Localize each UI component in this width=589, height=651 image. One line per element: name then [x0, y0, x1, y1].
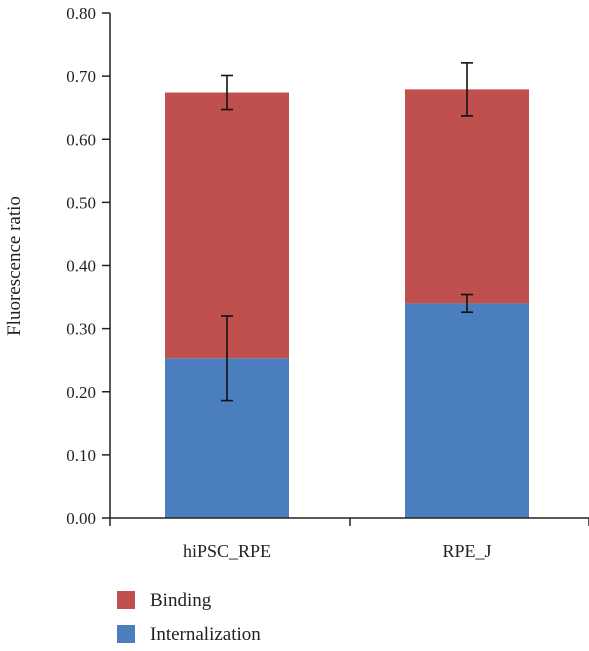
bar-segment-internalization: [405, 303, 529, 518]
legend-swatch-binding: [117, 591, 135, 609]
error-bar: [461, 293, 473, 314]
legend-label-internalization: Internalization: [150, 624, 261, 645]
y-tick-label: 0.30: [66, 320, 96, 339]
error-bar: [221, 315, 233, 402]
bar-segment-binding: [165, 92, 289, 359]
x-category-label: hiPSC_RPE: [183, 541, 271, 561]
legend-label-binding: Binding: [150, 590, 212, 611]
x-category-label: RPE_J: [442, 541, 491, 561]
legend-swatch-internalization: [117, 625, 135, 643]
y-tick-label: 0.40: [66, 257, 96, 276]
bars-layer: [165, 89, 529, 518]
y-axis-title: Fluorescence ratio: [4, 196, 25, 336]
error-bar: [221, 74, 233, 111]
y-ticks-layer: 0.00 0.10 0.20 0.30 0.40 0.50 0.60 0.70 0.80: [66, 4, 110, 528]
y-tick-label: 0.20: [66, 383, 96, 402]
y-tick-label: 0.70: [66, 67, 96, 86]
y-tick-label: 0.80: [66, 4, 96, 23]
bar-segment-binding: [405, 89, 529, 304]
x-ticks-layer: hiPSC_RPE RPE_J: [109, 518, 589, 561]
legend: Binding Internalization: [117, 590, 261, 645]
error-bar: [461, 62, 473, 117]
error-bars-layer: [221, 62, 473, 402]
y-tick-label: 0.10: [66, 446, 96, 465]
y-tick-label: 0.60: [66, 130, 96, 149]
y-tick-label: 0.50: [66, 193, 96, 212]
y-tick-label: 0.00: [66, 509, 96, 528]
